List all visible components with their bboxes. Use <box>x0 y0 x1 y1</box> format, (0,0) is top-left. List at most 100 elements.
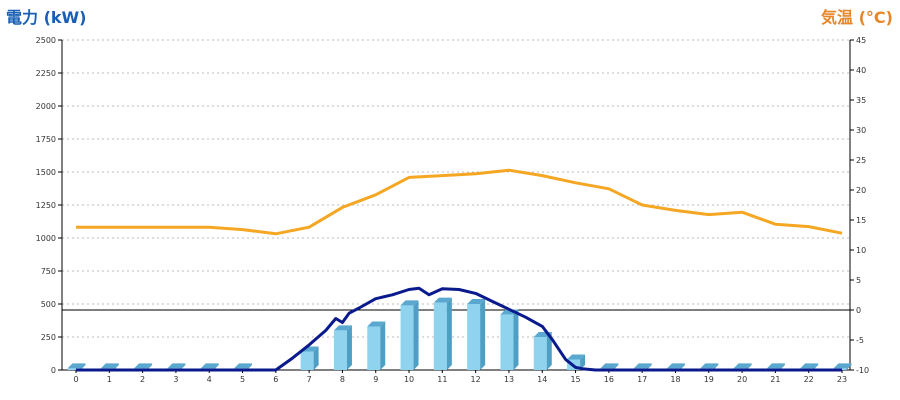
power-bar-side <box>813 363 819 370</box>
temperature-line <box>76 168 843 236</box>
power-bar-side <box>313 346 319 370</box>
power-bar-side <box>380 321 386 370</box>
right-tick-label: -10 <box>856 366 869 375</box>
power-bar-side <box>679 363 685 370</box>
power-bar-side <box>113 363 119 370</box>
power-bar-side <box>613 363 619 370</box>
power-bar-side <box>446 297 452 370</box>
power-bar-front <box>300 351 314 370</box>
power-bar-top <box>167 363 186 369</box>
power-bar-side <box>713 363 719 370</box>
left-axis-title: 電力 (kW) <box>6 8 87 27</box>
power-bar-front <box>500 314 514 370</box>
power-bar-top <box>200 363 219 369</box>
power-bar <box>333 325 352 370</box>
power-bar-side <box>480 299 486 370</box>
power-bar-side <box>413 300 419 370</box>
right-tick-label: 25 <box>856 156 866 165</box>
power-bar <box>433 297 452 370</box>
power-bar-front <box>533 337 547 370</box>
x-tick-label: 23 <box>837 375 847 384</box>
power-bar-front <box>67 368 81 370</box>
power-bar-side <box>746 363 752 370</box>
power-bar-top <box>433 297 452 303</box>
power-bar-side <box>346 325 352 370</box>
x-tick-label: 11 <box>437 375 447 384</box>
power-bar-side <box>779 363 785 370</box>
power-bar-top <box>700 363 719 369</box>
power-bar-top <box>600 363 619 369</box>
x-tick-label: 2 <box>140 375 145 384</box>
x-tick-label: 4 <box>207 375 212 384</box>
left-tick-label: 1000 <box>36 234 56 243</box>
right-tick-label: 0 <box>856 306 861 315</box>
x-tick-label: 12 <box>471 375 481 384</box>
right-tick-label: 20 <box>856 186 866 195</box>
right-tick-label: 45 <box>856 36 866 45</box>
x-tick-label: 0 <box>73 375 78 384</box>
left-tick-label: 1250 <box>36 201 56 210</box>
power-bar-top <box>567 354 586 360</box>
power-bar-side <box>247 363 253 370</box>
power-bar-side <box>513 309 519 370</box>
x-tick-label: 7 <box>307 375 312 384</box>
right-tick-label: -5 <box>856 336 864 345</box>
left-tick-label: 500 <box>41 300 56 309</box>
x-tick-label: 9 <box>373 375 378 384</box>
x-tick-label: 1 <box>107 375 112 384</box>
power-bar-side <box>580 354 586 370</box>
power-bar-side <box>213 363 219 370</box>
left-tick-label: 2000 <box>36 102 56 111</box>
left-tick-label: 250 <box>41 333 56 342</box>
power-bar <box>500 309 519 370</box>
power-bar-front <box>467 304 481 370</box>
power-bar-front <box>400 305 414 370</box>
power-bar-top <box>800 363 819 369</box>
power-line <box>76 286 842 372</box>
power-bar <box>400 300 419 370</box>
x-tick-label: 13 <box>504 375 514 384</box>
x-tick-label: 18 <box>670 375 680 384</box>
x-tick-label: 17 <box>637 375 647 384</box>
grid-layer <box>62 39 850 338</box>
x-tick-label: 10 <box>404 375 414 384</box>
label-layer: 02505007501000125015001750200022502500-1… <box>36 36 869 384</box>
power-bar-top <box>633 363 652 369</box>
power-bar-top <box>67 363 86 369</box>
power-bar-top <box>333 325 352 331</box>
power-bar <box>467 299 486 370</box>
power-bar-top <box>100 363 119 369</box>
x-tick-label: 3 <box>173 375 178 384</box>
power-bar-side <box>147 363 153 370</box>
x-tick-label: 22 <box>804 375 814 384</box>
power-bar <box>67 363 86 370</box>
right-tick-label: 30 <box>856 126 866 135</box>
line-layer <box>76 168 843 372</box>
axis-layer <box>58 39 854 373</box>
left-tick-label: 2250 <box>36 69 56 78</box>
power-bar-top <box>234 363 253 369</box>
x-tick-label: 6 <box>273 375 278 384</box>
power-bar-side <box>846 363 852 370</box>
right-tick-label: 35 <box>856 96 866 105</box>
left-tick-label: 2500 <box>36 36 56 45</box>
right-tick-label: 40 <box>856 66 866 75</box>
power-bar-top <box>400 300 419 306</box>
power-bar <box>300 346 319 370</box>
right-axis-title: 気温 (°C) <box>821 8 893 27</box>
left-tick-label: 750 <box>41 267 56 276</box>
power-bar-top <box>833 363 852 369</box>
power-bar-top <box>766 363 785 369</box>
x-tick-label: 21 <box>770 375 780 384</box>
power-bar-top <box>367 321 386 327</box>
x-tick-label: 16 <box>604 375 614 384</box>
x-tick-label: 15 <box>570 375 580 384</box>
power-bar <box>367 321 386 370</box>
power-bar-front <box>367 326 381 370</box>
x-tick-label: 20 <box>737 375 747 384</box>
power-bar-side <box>180 363 186 370</box>
x-tick-label: 14 <box>537 375 547 384</box>
left-tick-label: 1500 <box>36 168 56 177</box>
right-tick-label: 10 <box>856 246 866 255</box>
